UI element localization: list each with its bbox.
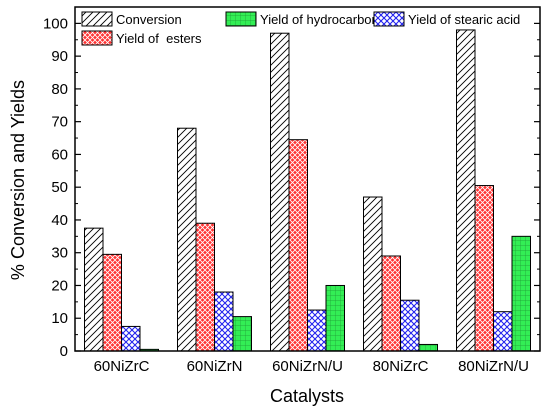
y-axis: 0 10 20 30 40 50 60 70 80 90 100 bbox=[43, 15, 540, 360]
y-tick-label: 70 bbox=[51, 114, 68, 131]
legend-swatch bbox=[373, 11, 405, 27]
bar-grid-3 bbox=[418, 343, 438, 352]
legend-swatch bbox=[81, 30, 113, 46]
x-tick-label: 60NiZrN bbox=[187, 358, 243, 375]
x-tick-label: 60NiZrC bbox=[94, 358, 150, 375]
y-axis-title: % Conversion and Yields bbox=[8, 80, 28, 280]
x-axis-title: Catalysts bbox=[270, 386, 344, 406]
bar-diagonal-hatch-0 bbox=[84, 227, 104, 352]
legend-label: Conversion bbox=[116, 12, 182, 27]
bar-diagonal-hatch-3 bbox=[363, 196, 383, 352]
bar-diamond-crosshatch-2 bbox=[307, 309, 327, 352]
legend-label: Yield of esters bbox=[116, 31, 202, 46]
y-tick-label: 30 bbox=[51, 245, 68, 262]
legend-swatch bbox=[81, 11, 113, 27]
bar-diagonal-hatch-1 bbox=[177, 127, 197, 352]
bar-diagonal-hatch-4 bbox=[456, 29, 476, 352]
x-axis: 60NiZrC 60NiZrN 60NiZrN/U 80NiZrC 80NiZrN/U bbox=[94, 345, 529, 375]
x-tick-label: 80NiZrN/U bbox=[458, 358, 529, 375]
bar-diagonal-hatch-2 bbox=[270, 32, 290, 352]
y-tick-label: 100 bbox=[43, 15, 68, 32]
bar-grid-2 bbox=[325, 284, 345, 352]
y-tick-label: 10 bbox=[51, 310, 68, 327]
x-tick-label: 60NiZrN/U bbox=[272, 358, 343, 375]
bar-diamond-crosshatch-3 bbox=[400, 299, 420, 352]
bar-grid-4 bbox=[511, 235, 531, 352]
legend-label: Yield of hydrocarbons bbox=[260, 12, 386, 27]
x-tick-label: 80NiZrC bbox=[373, 358, 429, 375]
bar-crosshatch-0 bbox=[102, 253, 122, 352]
y-tick-label: 20 bbox=[51, 277, 68, 294]
bar-crosshatch-2 bbox=[288, 139, 308, 352]
legend-label: Yield of stearic acid bbox=[408, 12, 520, 27]
bar-crosshatch-1 bbox=[195, 222, 215, 352]
bars-layer bbox=[84, 29, 531, 352]
bar-diamond-crosshatch-4 bbox=[493, 311, 513, 352]
bar-crosshatch-4 bbox=[474, 185, 494, 352]
y-tick-label: 0 bbox=[60, 343, 68, 360]
y-tick-label: 40 bbox=[51, 212, 68, 229]
bar-diamond-crosshatch-0 bbox=[121, 325, 141, 352]
y-tick-label: 50 bbox=[51, 179, 68, 196]
bar-grid-1 bbox=[232, 316, 252, 352]
bar-diamond-crosshatch-1 bbox=[214, 291, 234, 352]
y-tick-label: 60 bbox=[51, 146, 68, 163]
y-tick-label: 80 bbox=[51, 81, 68, 98]
legend: Conversion Yield of hydrocarbons Yield of … bbox=[81, 11, 520, 46]
bar-crosshatch-3 bbox=[381, 255, 401, 352]
legend-swatch bbox=[225, 11, 257, 27]
y-tick-label: 90 bbox=[51, 48, 68, 65]
